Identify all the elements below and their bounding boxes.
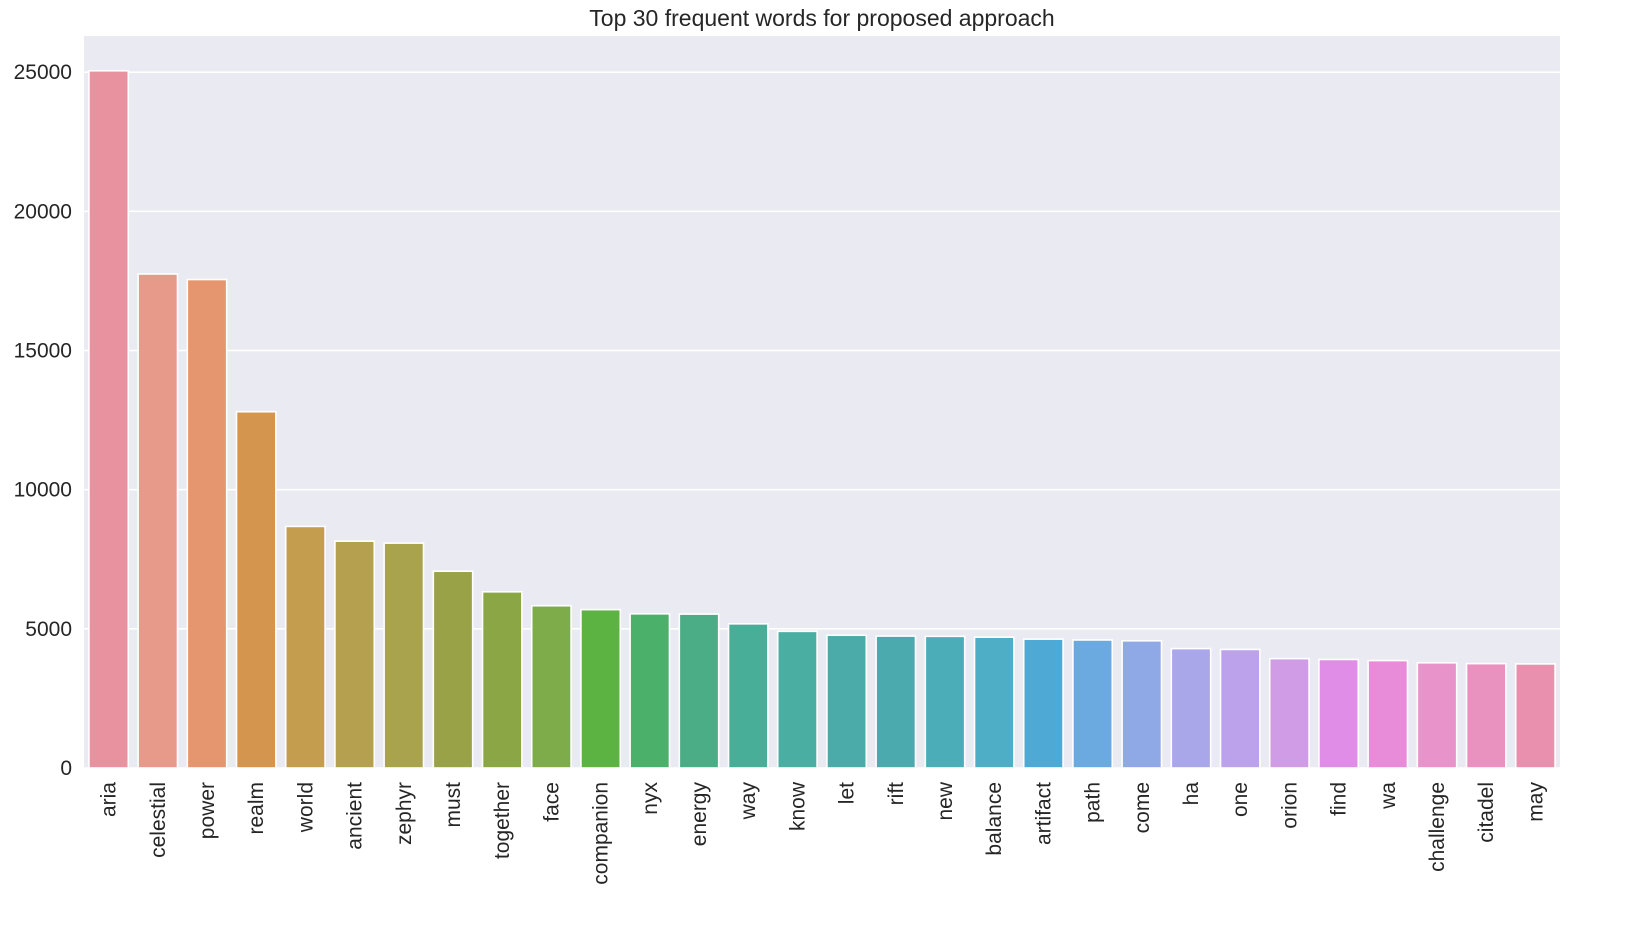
bar-artifact bbox=[1022, 638, 1064, 769]
x-tick-label: know bbox=[786, 781, 809, 831]
x-axis-ticks: aria celestial power realm world ancient zephy… bbox=[98, 781, 1548, 885]
bar-ha bbox=[1170, 647, 1212, 769]
x-tick-label: may bbox=[1524, 782, 1547, 822]
x-tick-label: zephyr bbox=[393, 782, 416, 845]
bar-wa bbox=[1367, 659, 1409, 769]
x-tick-label: way bbox=[737, 782, 760, 821]
bar-come bbox=[1121, 640, 1163, 769]
bar-celestial bbox=[137, 273, 179, 769]
x-tick-label: artifact bbox=[1032, 782, 1055, 845]
bar-orion bbox=[1268, 657, 1310, 769]
bar-realm bbox=[235, 410, 277, 769]
x-tick-label: face bbox=[540, 782, 563, 822]
bar-aria bbox=[88, 69, 130, 769]
x-tick-label: come bbox=[1131, 782, 1154, 833]
x-tick-label: let bbox=[836, 782, 859, 804]
x-tick-label: ancient bbox=[344, 782, 367, 850]
bar-citadel bbox=[1465, 662, 1507, 769]
x-tick-label: find bbox=[1328, 782, 1351, 816]
bar-must bbox=[432, 570, 474, 769]
x-tick-label: companion bbox=[590, 782, 613, 885]
x-tick-label: must bbox=[442, 782, 465, 828]
bar-ancient bbox=[334, 540, 376, 769]
y-tick-label: 15000 bbox=[14, 340, 72, 363]
x-tick-label: citadel bbox=[1475, 782, 1498, 843]
y-tick-label: 25000 bbox=[14, 61, 72, 84]
bar-companion bbox=[580, 608, 622, 769]
y-axis-ticks: 0 5000 10000 15000 20000 25000 bbox=[14, 61, 72, 780]
bar-balance bbox=[973, 636, 1015, 769]
x-tick-label: world bbox=[294, 782, 317, 833]
bar-let bbox=[826, 634, 868, 769]
x-tick-label: power bbox=[196, 782, 219, 839]
bar-challenge bbox=[1416, 661, 1458, 769]
y-tick-label: 20000 bbox=[14, 200, 72, 223]
bar-find bbox=[1318, 658, 1360, 769]
y-tick-label: 5000 bbox=[25, 618, 72, 641]
bar-power bbox=[186, 278, 228, 769]
bar-one bbox=[1219, 648, 1261, 769]
y-tick-label: 10000 bbox=[14, 479, 72, 502]
bar-energy bbox=[678, 613, 720, 769]
bar-way bbox=[727, 623, 769, 769]
x-tick-label: balance bbox=[983, 782, 1006, 856]
bar-world bbox=[284, 525, 326, 769]
x-tick-label: one bbox=[1229, 782, 1252, 817]
bar-rift bbox=[875, 635, 917, 769]
x-tick-label: rift bbox=[885, 782, 908, 805]
x-tick-label: wa bbox=[1377, 782, 1400, 810]
x-tick-label: challenge bbox=[1426, 782, 1449, 872]
x-tick-label: aria bbox=[98, 782, 121, 817]
x-tick-label: energy bbox=[688, 782, 711, 847]
x-tick-label: together bbox=[491, 782, 514, 859]
bar-may bbox=[1514, 663, 1556, 769]
x-tick-label: realm bbox=[245, 782, 268, 835]
bar-know bbox=[776, 630, 818, 769]
bars bbox=[88, 69, 1556, 769]
x-tick-label: new bbox=[934, 781, 957, 820]
bar-new bbox=[924, 635, 966, 769]
y-tick-label: 0 bbox=[60, 757, 72, 780]
x-tick-label: celestial bbox=[147, 782, 170, 858]
x-tick-label: ha bbox=[1180, 782, 1203, 806]
chart-title: Top 30 frequent words for proposed appro… bbox=[589, 5, 1054, 31]
bar-together bbox=[481, 591, 523, 769]
bar-zephyr bbox=[383, 542, 425, 769]
plot-background bbox=[84, 36, 1560, 768]
x-tick-label: path bbox=[1082, 782, 1105, 823]
x-tick-label: orion bbox=[1278, 782, 1301, 829]
gridlines bbox=[84, 71, 1560, 769]
bar-nyx bbox=[629, 613, 671, 769]
x-tick-label: nyx bbox=[639, 782, 662, 815]
bar-path bbox=[1072, 639, 1114, 769]
bar-face bbox=[530, 604, 572, 769]
